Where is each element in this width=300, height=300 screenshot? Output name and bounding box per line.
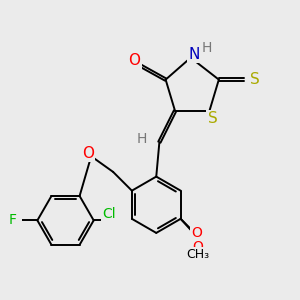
Text: N: N bbox=[188, 47, 200, 62]
Text: O: O bbox=[192, 240, 203, 254]
Text: CH₃: CH₃ bbox=[186, 248, 209, 261]
Text: CH₃: CH₃ bbox=[186, 251, 209, 264]
Text: H: H bbox=[201, 41, 211, 55]
Text: Cl: Cl bbox=[103, 207, 116, 221]
Text: F: F bbox=[8, 213, 16, 227]
Text: O: O bbox=[128, 53, 140, 68]
Text: S: S bbox=[208, 111, 218, 126]
Text: O: O bbox=[82, 146, 94, 160]
Text: H: H bbox=[137, 132, 147, 146]
Text: S: S bbox=[250, 72, 260, 87]
Text: O: O bbox=[191, 226, 202, 240]
